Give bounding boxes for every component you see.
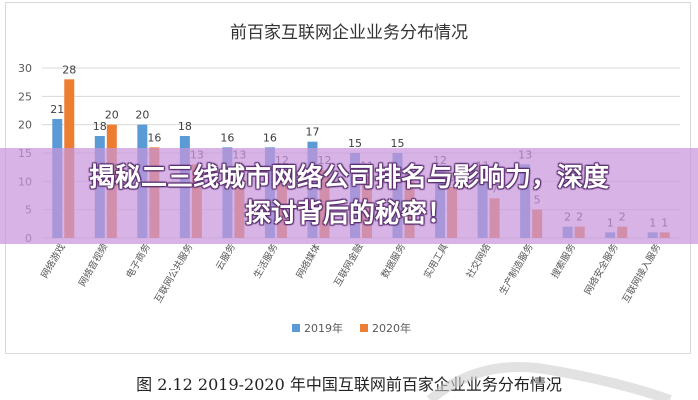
y-tick-label: 25: [18, 90, 32, 103]
data-label: 28: [62, 63, 76, 76]
x-tick-label: 网络游戏: [38, 241, 68, 280]
data-label: 21: [50, 103, 64, 116]
data-label: 15: [391, 137, 405, 150]
data-label: 16: [147, 131, 161, 144]
data-label: 15: [348, 137, 362, 150]
x-tick-label: 实用工具: [421, 241, 451, 280]
data-label: 16: [263, 131, 277, 144]
y-tick-label: 20: [18, 119, 32, 132]
x-tick-label: 生活服务: [251, 241, 281, 280]
legend-swatch-2020: [360, 324, 368, 332]
x-tick-label: 网络媒体: [294, 241, 324, 280]
data-label: 18: [93, 120, 107, 133]
watermark-logo: [426, 362, 672, 400]
legend-label: 2019年: [304, 321, 343, 335]
x-tick-label: 搜索服务: [549, 241, 579, 280]
data-label: 20: [135, 109, 149, 122]
data-label: 16: [220, 131, 234, 144]
x-tick-label: 数据服务: [379, 241, 409, 280]
x-tick-label: 互联网金融: [331, 241, 365, 289]
banner-line-1: 揭秘二三线城市网络公司排名与影响力，深度: [88, 163, 609, 193]
data-label: 17: [305, 126, 319, 139]
x-tick-label: 生产制造服务: [497, 241, 536, 297]
data-label: 20: [105, 109, 119, 122]
x-tick-label: 社交网络: [464, 241, 494, 280]
overlay-banner: 揭秘二三线城市网络公司排名与影响力，深度 探讨背后的秘密！: [0, 148, 698, 244]
data-label: 18: [178, 120, 192, 133]
x-tick-label: 互联网接入服务: [620, 241, 664, 305]
x-tick-label: 互联网公共服务: [152, 241, 196, 305]
banner-line-2: 探讨背后的秘密！: [244, 199, 453, 229]
chart-title: 前百家互联网企业业务分布情况: [230, 23, 468, 43]
legend-swatch-2019: [292, 324, 300, 332]
x-tick-label: 网络安全服务: [582, 241, 621, 297]
x-tick-label: 网络音视频: [76, 241, 110, 289]
x-tick-label: 云服务: [213, 241, 238, 272]
y-tick-label: 30: [18, 62, 32, 75]
legend-label: 2020年: [372, 321, 411, 335]
x-tick-label: 电子商务: [124, 241, 154, 280]
